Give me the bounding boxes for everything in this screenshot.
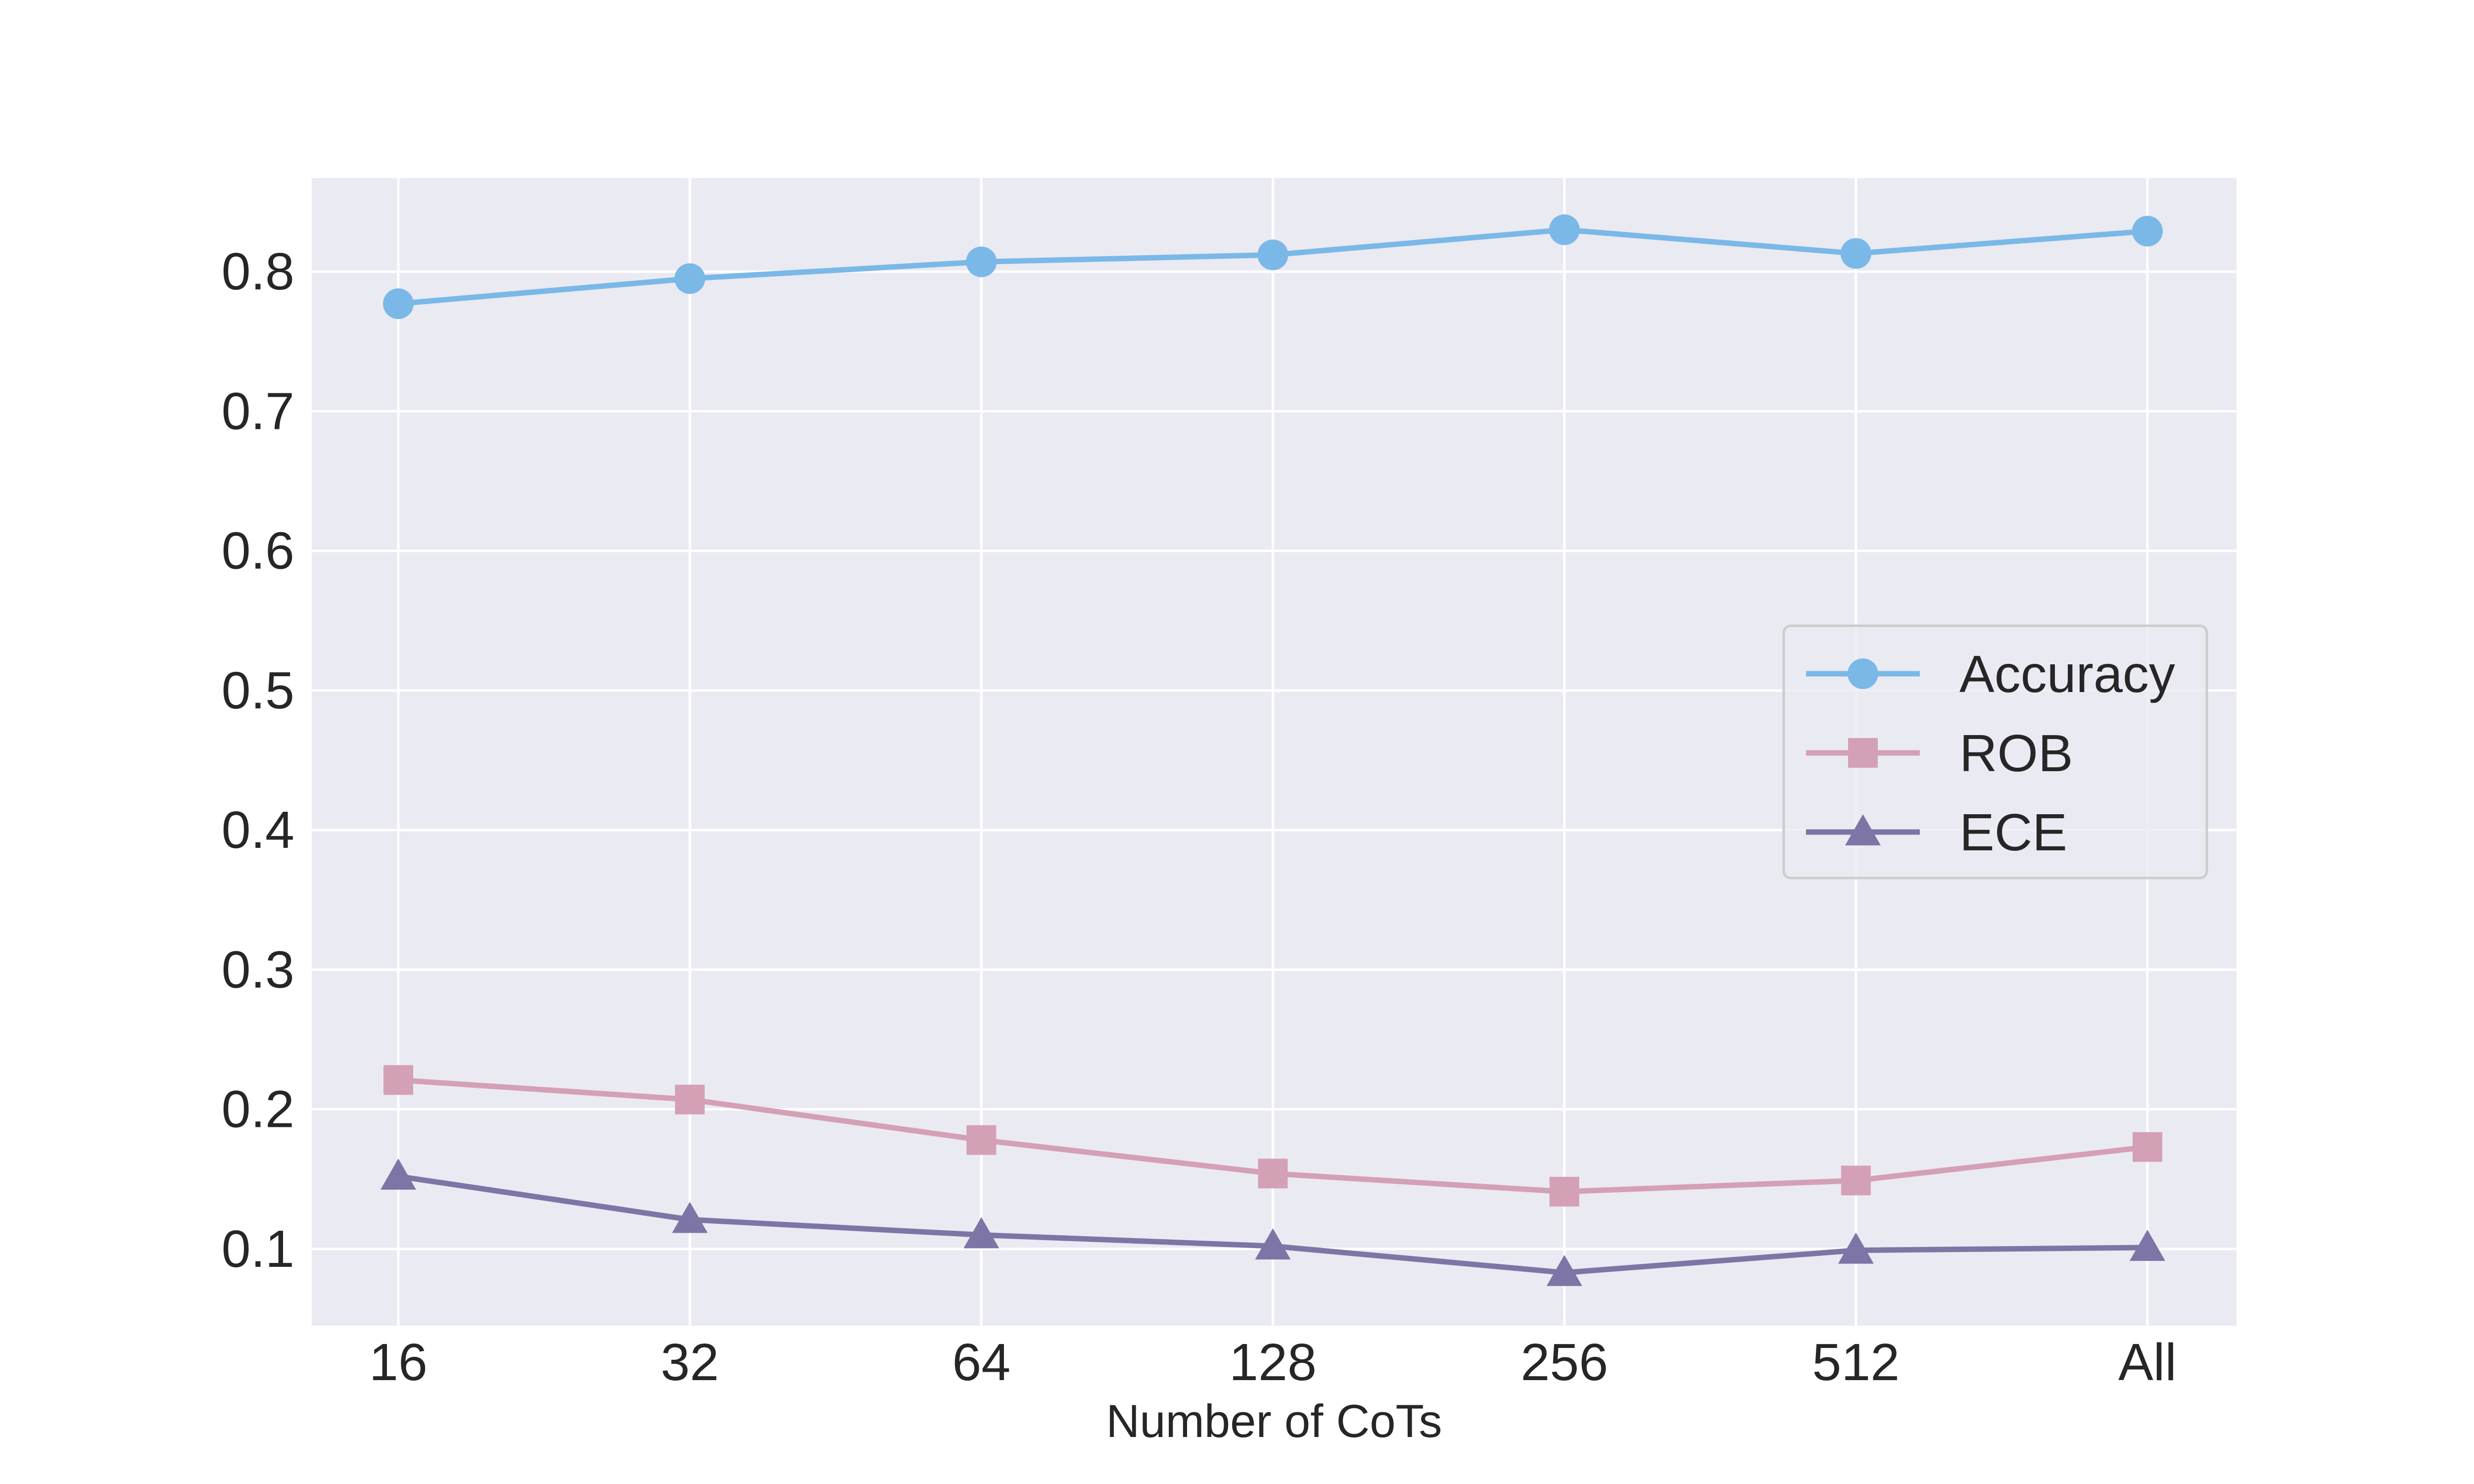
y-tick-label: 0.7 (222, 382, 294, 440)
data-point-rob (383, 1065, 413, 1095)
data-point-accuracy (2132, 216, 2163, 247)
data-point-rob (2133, 1132, 2162, 1162)
data-point-ece (672, 1202, 708, 1233)
y-tick-label: 0.2 (222, 1080, 294, 1139)
data-point-accuracy (1257, 239, 1288, 271)
x-tick-label: All (2118, 1333, 2177, 1391)
legend-marker (1845, 814, 1881, 845)
x-tick-label: 128 (1229, 1333, 1317, 1391)
y-tick-label: 0.3 (222, 940, 294, 999)
data-point-rob (675, 1084, 705, 1114)
data-point-accuracy (1549, 214, 1580, 245)
y-tick-label: 0.6 (222, 522, 294, 580)
legend-marker (1848, 658, 1878, 689)
legend-item-rob: ROB (1806, 724, 2073, 783)
legend-label: Accuracy (1959, 645, 2175, 703)
x-tick-label: 16 (369, 1333, 428, 1391)
legend-item-ece: ECE (1806, 803, 2067, 862)
x-tick-label: 512 (1812, 1333, 1900, 1391)
data-point-ece (963, 1217, 999, 1249)
series-accuracy (383, 214, 2163, 320)
legend-label: ROB (1959, 724, 2073, 783)
series-rob (383, 1065, 2162, 1207)
data-point-ece (2130, 1229, 2165, 1261)
legend-marker (1848, 738, 1878, 768)
data-point-rob (1258, 1159, 1288, 1189)
data-point-rob (966, 1125, 997, 1155)
x-tick-label: 256 (1521, 1333, 1608, 1391)
x-axis-label: Number of CoTs (1106, 1395, 1442, 1447)
data-point-rob (1841, 1165, 1871, 1196)
x-axis-ticks: 16 32 64 128 256 512 All (369, 1333, 2177, 1391)
series-layer (381, 214, 2165, 1286)
y-axis-ticks: 0.1 0.2 0.3 0.4 0.5 0.6 0.7 0.8 (222, 242, 294, 1278)
x-tick-label: 64 (952, 1333, 1010, 1391)
y-tick-label: 0.8 (222, 242, 294, 301)
data-point-ece (381, 1159, 416, 1190)
legend-label: ECE (1959, 803, 2067, 862)
legend: Accuracy ROB ECE (1782, 624, 2208, 880)
data-point-accuracy (1840, 238, 1871, 269)
series-ece (381, 1159, 2165, 1286)
data-point-accuracy (674, 263, 706, 294)
data-point-ece (1255, 1228, 1291, 1260)
data-point-ece (1838, 1232, 1874, 1264)
data-point-accuracy (966, 246, 997, 278)
y-tick-label: 0.4 (222, 801, 294, 859)
legend-item-accuracy: Accuracy (1806, 645, 2175, 703)
data-point-accuracy (383, 288, 414, 320)
data-point-ece (1546, 1254, 1582, 1286)
data-point-rob (1549, 1177, 1579, 1207)
legend-frame (1782, 624, 2208, 880)
y-tick-label: 0.5 (222, 661, 294, 720)
x-tick-label: 32 (661, 1333, 719, 1391)
y-tick-label: 0.1 (222, 1220, 294, 1278)
